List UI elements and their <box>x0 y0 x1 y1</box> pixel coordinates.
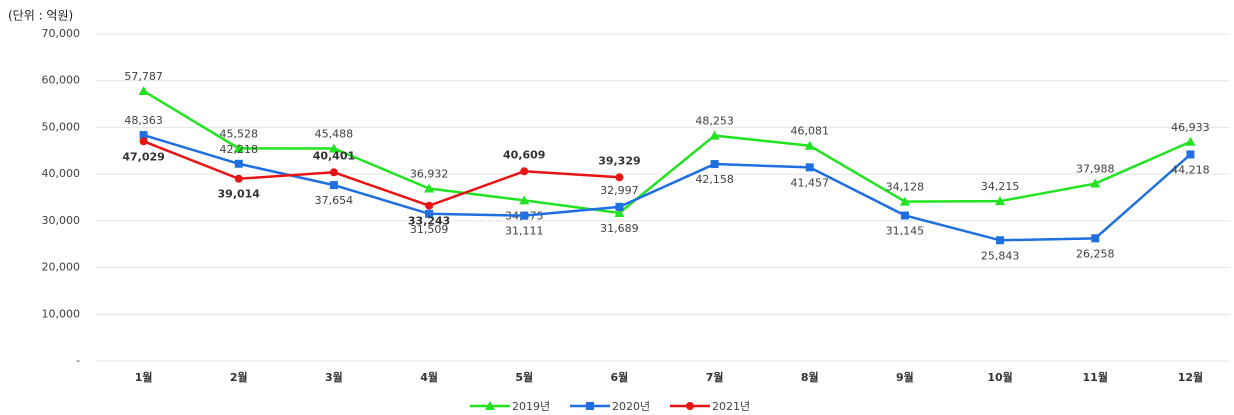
point-marker <box>899 196 910 206</box>
data-label: 36,932 <box>410 167 449 180</box>
point-marker <box>1090 178 1101 188</box>
data-label: 39,329 <box>598 154 640 167</box>
point-marker <box>329 181 338 190</box>
point-marker <box>615 173 624 182</box>
data-label: 31,509 <box>410 223 449 236</box>
x-tick-label: 10월 <box>987 370 1012 384</box>
point-marker <box>424 183 435 193</box>
x-tick-label: 1월 <box>135 370 153 384</box>
x-tick-label: 3월 <box>325 370 343 384</box>
x-tick-label: 12월 <box>1178 370 1203 384</box>
y-tick-label: 40,000 <box>42 167 81 180</box>
series-line <box>143 133 1192 242</box>
y-tick-label: 10,000 <box>42 307 81 320</box>
series-line <box>142 89 1191 215</box>
y-tick-label: 60,000 <box>42 74 81 87</box>
data-label: 31,111 <box>505 225 544 238</box>
y-tick-label: 30,000 <box>42 214 81 227</box>
data-label: 48,363 <box>124 114 163 127</box>
point-marker <box>520 167 529 176</box>
point-marker <box>328 143 339 153</box>
point-marker <box>139 137 148 146</box>
point-marker <box>1185 136 1196 146</box>
point-marker <box>586 402 594 410</box>
point-marker <box>425 201 434 210</box>
x-tick-label: 11월 <box>1083 370 1108 384</box>
data-label: 34,128 <box>886 181 925 194</box>
point-marker <box>709 130 720 140</box>
point-marker <box>686 402 694 410</box>
point-marker <box>520 211 529 220</box>
x-tick-label: 7월 <box>706 370 724 384</box>
data-label: 57,787 <box>124 70 163 83</box>
point-marker <box>234 159 243 168</box>
data-label: 40,401 <box>313 149 355 162</box>
point-marker <box>234 174 243 183</box>
x-tick-label: 9월 <box>896 370 914 384</box>
x-tick-label: 2월 <box>230 370 248 384</box>
point-marker <box>804 140 815 150</box>
data-label: 31,145 <box>886 225 925 238</box>
y-unit-label: (단위 : 억원) <box>8 9 73 23</box>
point-marker <box>995 196 1006 206</box>
y-tick-label: - <box>76 354 80 367</box>
data-label: 26,258 <box>1076 247 1115 260</box>
data-label: 42,158 <box>695 173 734 186</box>
data-label: 39,014 <box>218 188 261 201</box>
data-label: 45,528 <box>220 127 259 140</box>
data-label: 34,215 <box>981 180 1020 193</box>
legend-label: 2020년 <box>612 400 650 413</box>
point-marker <box>805 163 814 172</box>
data-label: 44,218 <box>1171 163 1210 176</box>
data-label: 45,488 <box>315 128 354 141</box>
point-marker <box>614 207 625 217</box>
data-label: 42,218 <box>220 143 259 156</box>
x-tick-label: 5월 <box>515 370 533 384</box>
data-label: 32,997 <box>600 184 639 197</box>
data-label: 46,933 <box>1171 121 1210 134</box>
data-label: 37,988 <box>1076 163 1115 176</box>
x-tick-label: 8월 <box>801 370 819 384</box>
data-label: 47,029 <box>122 150 164 163</box>
point-marker <box>615 202 624 211</box>
point-marker <box>710 160 719 169</box>
data-label: 37,654 <box>315 194 354 207</box>
x-tick-label: 6월 <box>611 370 629 384</box>
point-marker <box>1186 150 1195 159</box>
data-label: 33,243 <box>408 215 450 228</box>
data-label: 46,081 <box>791 125 830 138</box>
point-marker <box>519 195 530 205</box>
x-tick-label: 4월 <box>420 370 438 384</box>
point-marker <box>329 168 338 177</box>
data-label: 31,689 <box>600 222 639 235</box>
point-marker <box>233 143 244 153</box>
point-marker <box>1091 234 1100 243</box>
data-label: 25,843 <box>981 249 1020 262</box>
series-line <box>143 140 620 208</box>
point-marker <box>485 401 495 410</box>
point-marker <box>139 131 148 140</box>
data-label: 41,457 <box>791 176 830 189</box>
data-label: 40,609 <box>503 148 545 161</box>
data-label: 48,253 <box>695 115 734 128</box>
y-tick-label: 50,000 <box>42 120 81 133</box>
point-marker <box>900 211 909 220</box>
point-marker <box>138 86 149 96</box>
point-marker <box>425 209 434 218</box>
y-tick-label: 20,000 <box>42 261 81 274</box>
point-marker <box>996 236 1005 245</box>
y-tick-label: 70,000 <box>42 27 81 40</box>
legend-label: 2021년 <box>712 400 750 413</box>
legend-label: 2019년 <box>512 400 550 413</box>
